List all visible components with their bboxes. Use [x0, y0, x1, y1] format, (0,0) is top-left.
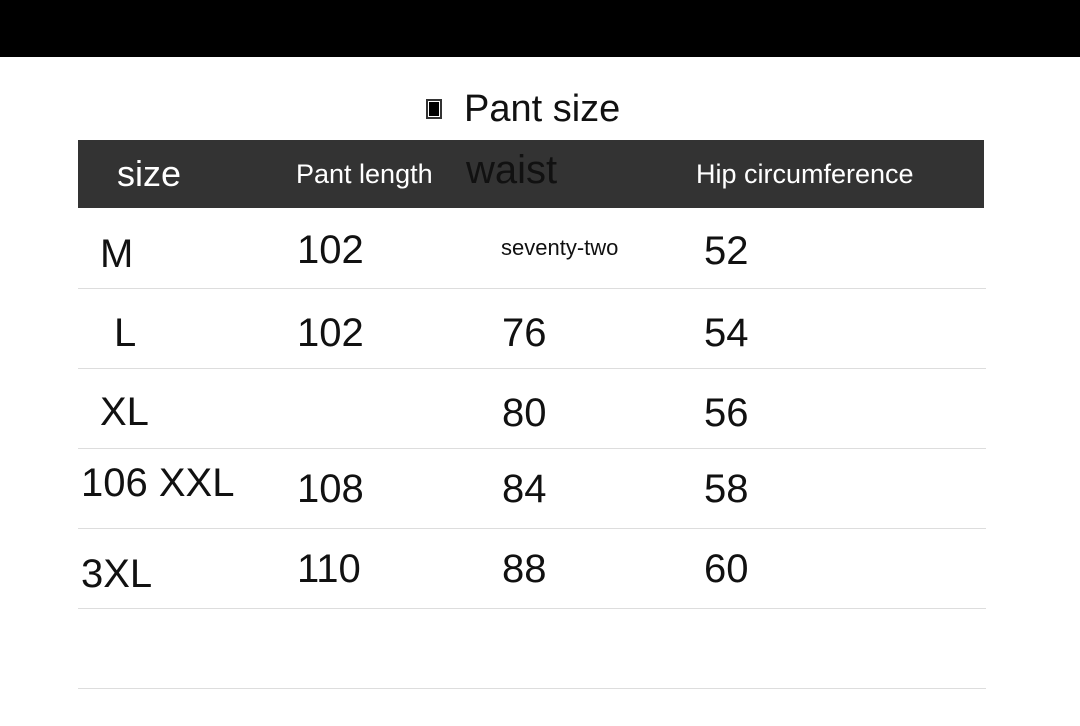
cell-size: 3XL [81, 552, 153, 596]
header-hip: Hip circumference [696, 158, 914, 189]
row-divider [78, 608, 986, 609]
cell-waist: 88 [502, 547, 547, 591]
top-black-band [0, 0, 1080, 57]
header-pant-length: Pant length [296, 158, 433, 189]
cell-length: 108 [297, 467, 364, 511]
cell-waist: 76 [502, 311, 547, 355]
title-text: Pant size [464, 87, 621, 130]
square-bullet-icon [426, 99, 442, 119]
cell-hip: 54 [704, 311, 749, 355]
cell-hip: 56 [704, 391, 749, 435]
row-divider [78, 528, 986, 529]
row-divider [78, 288, 986, 289]
cell-size: 106 XXL [81, 461, 235, 505]
cell-length: 102 [297, 228, 364, 272]
header-waist: waist [466, 147, 558, 192]
cell-waist: 80 [502, 391, 547, 435]
cell-waist: 84 [502, 467, 547, 511]
row-divider [78, 368, 986, 369]
cell-hip: 52 [704, 229, 749, 273]
cell-size: XL [100, 390, 149, 434]
cell-hip: 60 [704, 547, 749, 591]
header-size: size [117, 153, 182, 194]
chart-title: Pant size [426, 86, 620, 132]
row-divider [78, 688, 986, 689]
cell-length: 110 [297, 547, 361, 591]
cell-size: M [100, 232, 134, 276]
cell-waist: seventy-two [501, 235, 619, 260]
cell-size: L [114, 311, 137, 355]
table-header: size Pant length waist Hip circumference [78, 140, 984, 208]
row-divider [78, 448, 986, 449]
cell-length: 102 [297, 311, 364, 355]
cell-hip: 58 [704, 467, 749, 511]
